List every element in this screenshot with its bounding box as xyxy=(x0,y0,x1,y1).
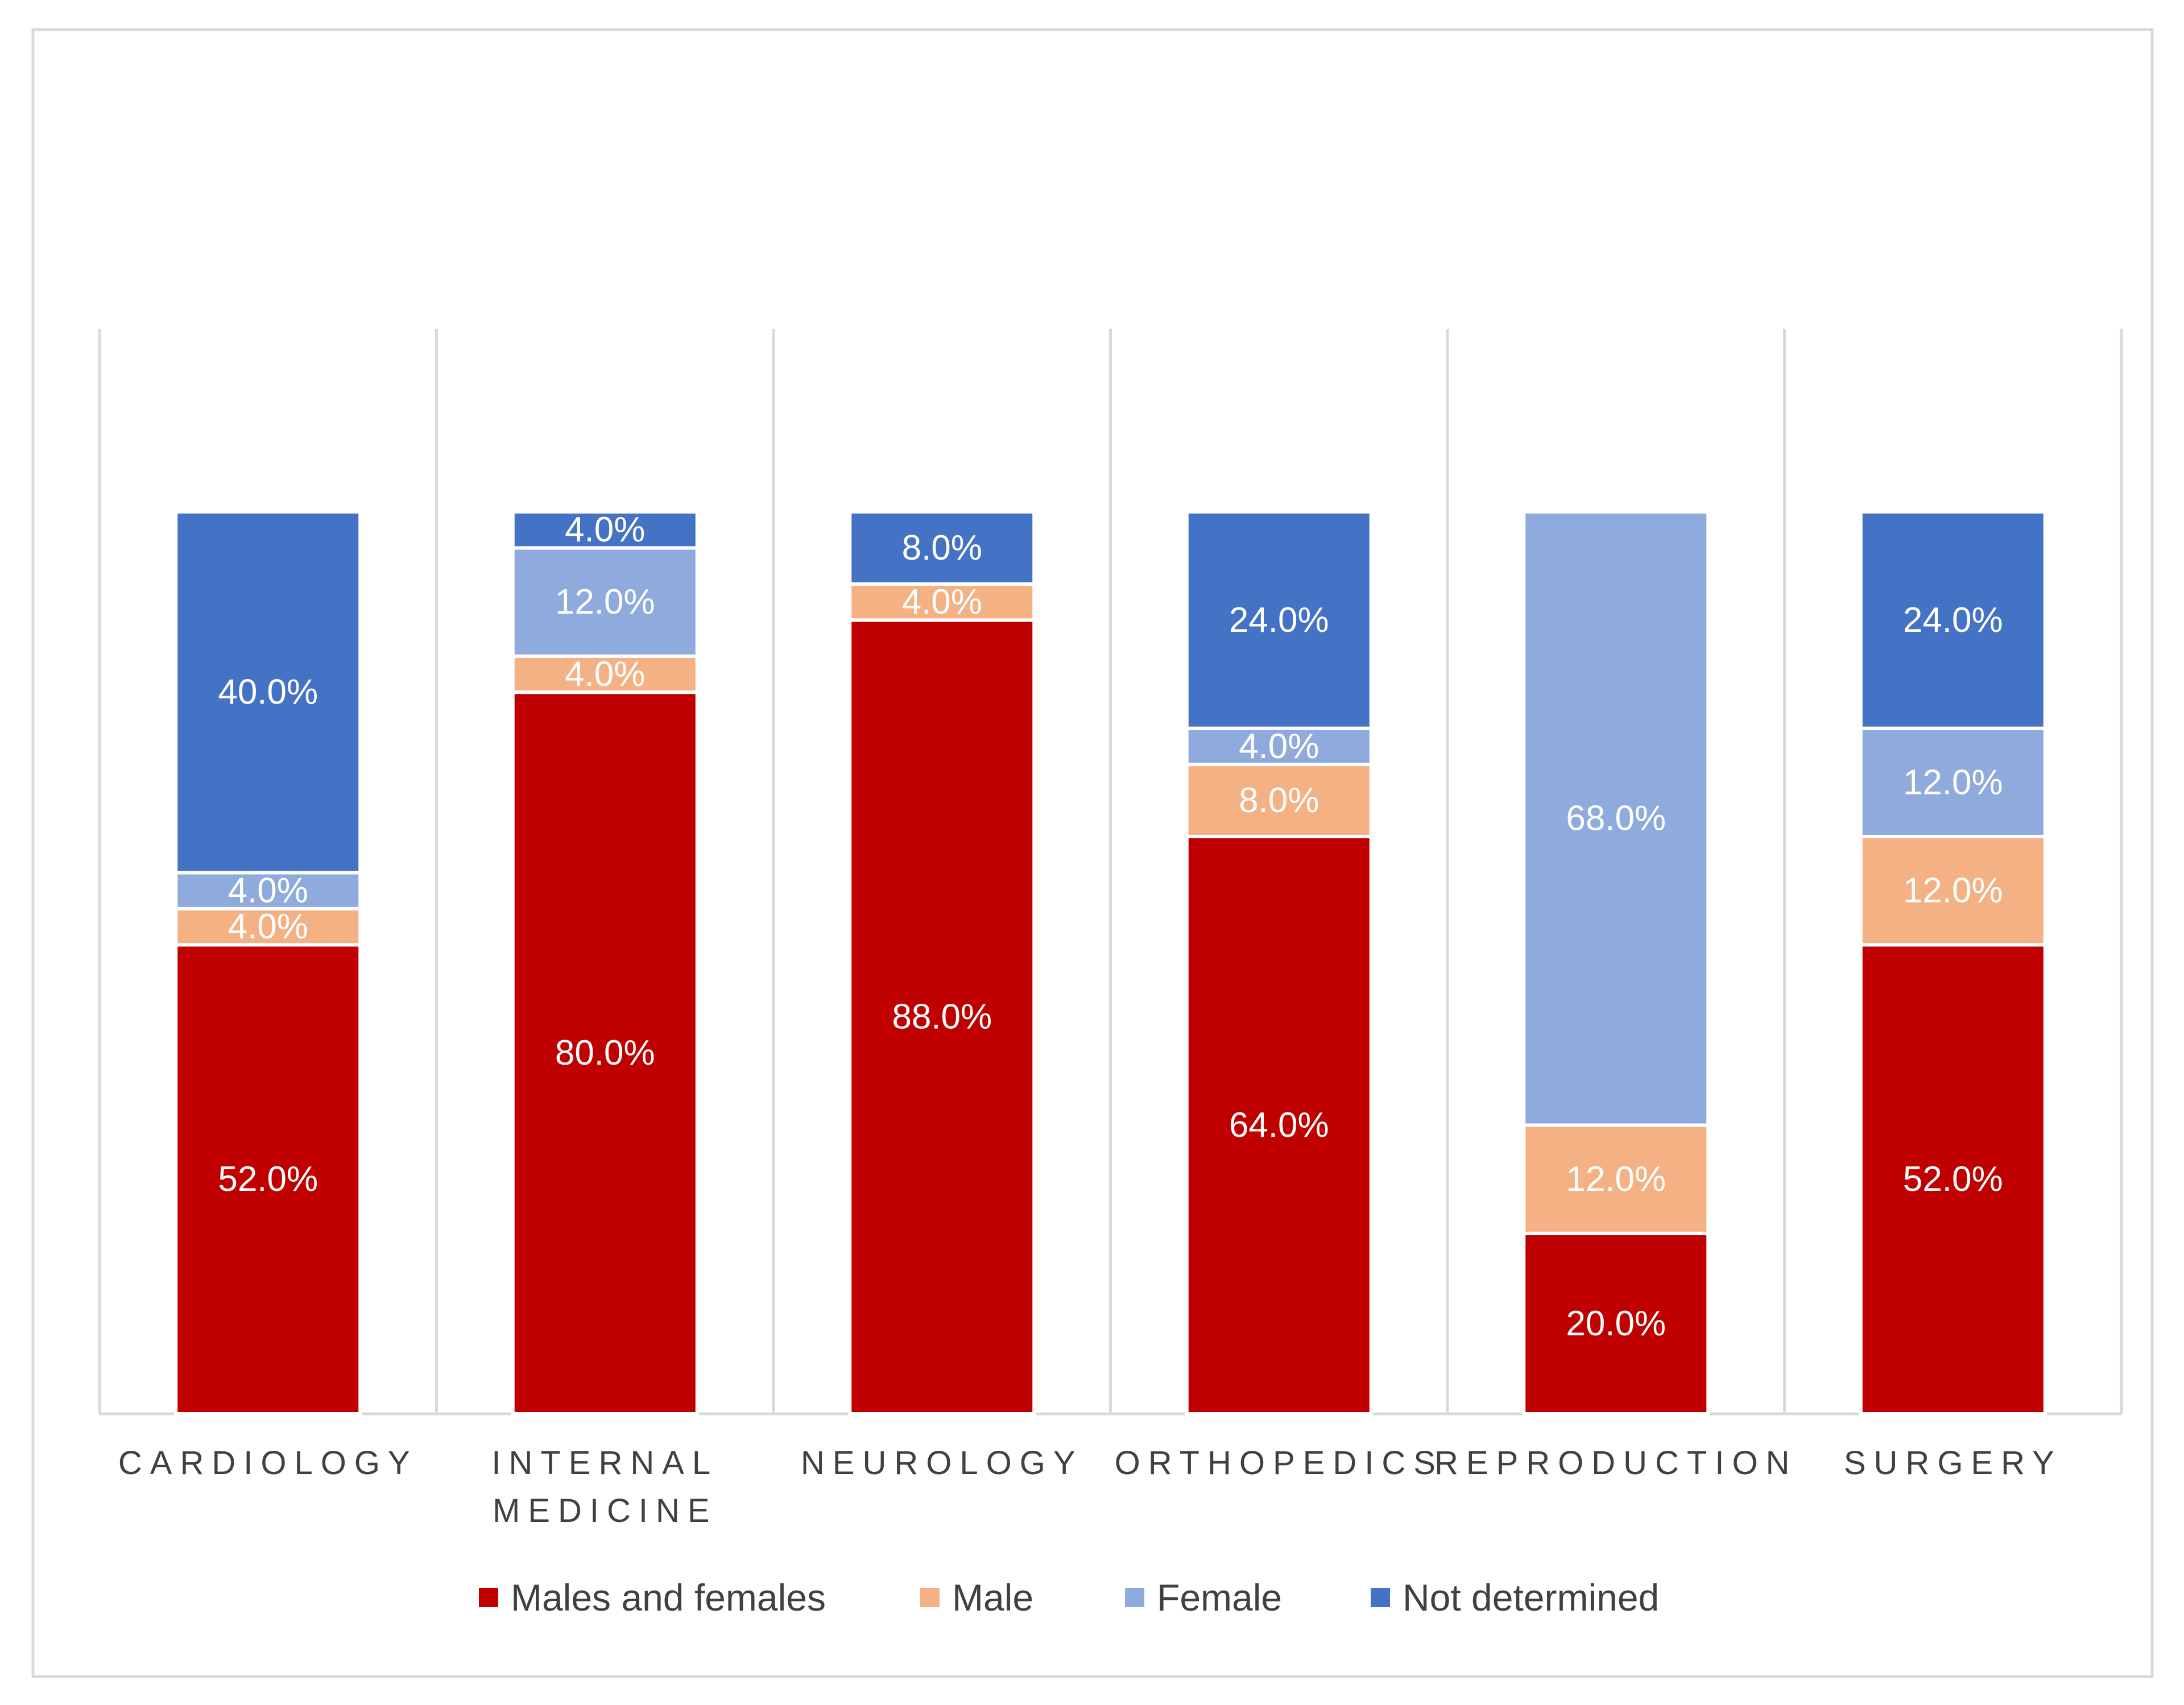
bar-segment xyxy=(511,690,699,1416)
data-label: 80.0% xyxy=(555,1033,655,1073)
bars: 52.0%4.0%4.0%40.0%80.0%4.0%12.0%4.0%88.0… xyxy=(174,510,2047,1416)
data-label: 4.0% xyxy=(228,871,308,911)
bar-segment xyxy=(174,510,362,875)
category-axis: CARDIOLOGY INTERNAL MEDICINE NEUROLOGY ORTHO… xyxy=(118,1445,2062,1529)
gridlines xyxy=(98,329,2123,1416)
legend-swatch xyxy=(1125,1588,1144,1607)
data-label: 8.0% xyxy=(902,528,982,568)
data-label: 8.0% xyxy=(1239,781,1319,820)
data-label: 64.0% xyxy=(1229,1106,1329,1145)
bar-segment xyxy=(848,618,1036,1416)
bar-segment xyxy=(848,582,1036,622)
bar-segment xyxy=(1522,1231,1710,1416)
data-label: 52.0% xyxy=(218,1160,318,1199)
data-label: 12.0% xyxy=(1566,1160,1666,1199)
data-label: 20.0% xyxy=(1566,1304,1666,1343)
bar-segment xyxy=(174,943,362,1416)
category-label: REPRODUCTION xyxy=(1434,1445,1797,1481)
legend-label: Males and females xyxy=(511,1576,826,1619)
bar-segment xyxy=(848,510,1036,586)
bar-segment xyxy=(511,654,699,694)
legend-swatch xyxy=(920,1588,940,1607)
bar-segment xyxy=(511,510,699,550)
legend-label: Male xyxy=(952,1576,1033,1619)
bar-segment xyxy=(1859,726,2047,838)
data-label: 4.0% xyxy=(565,510,645,549)
legend-swatch xyxy=(1371,1588,1390,1607)
data-label: 24.0% xyxy=(1903,601,2003,640)
data-label: 12.0% xyxy=(1903,763,2003,802)
bar-segment xyxy=(1185,763,1373,838)
legend: Males and females Male Female Not determine… xyxy=(479,1576,1659,1619)
data-label: 68.0% xyxy=(1566,799,1666,838)
category-label: CARDIOLOGY xyxy=(118,1445,418,1481)
data-label: 4.0% xyxy=(902,582,982,622)
data-label: 12.0% xyxy=(555,582,655,622)
legend-label: Female xyxy=(1157,1576,1282,1619)
bar-segment xyxy=(1185,834,1373,1416)
bar-segment xyxy=(1522,1123,1710,1235)
bar-segment xyxy=(1185,510,1373,730)
data-label: 52.0% xyxy=(1903,1160,2003,1199)
data-label: 4.0% xyxy=(228,907,308,946)
data-label: 4.0% xyxy=(565,655,645,694)
bar-segment xyxy=(1859,834,2047,947)
bar-segment xyxy=(1185,726,1373,767)
category-label: ORTHOPEDICS xyxy=(1115,1445,1443,1481)
category-label: SURGERY xyxy=(1844,1445,2062,1481)
data-label: 40.0% xyxy=(218,673,318,712)
data-label: 4.0% xyxy=(1239,727,1319,766)
data-label: 88.0% xyxy=(892,998,992,1037)
data-label: 24.0% xyxy=(1229,601,1329,640)
legend-swatch xyxy=(479,1588,498,1607)
chart-frame xyxy=(31,28,2154,1678)
bar-segment xyxy=(1859,943,2047,1416)
category-label: INTERNAL xyxy=(491,1445,718,1481)
bar-segment xyxy=(1859,510,2047,730)
category-label: NEUROLOGY xyxy=(801,1445,1083,1481)
data-label: 12.0% xyxy=(1903,871,2003,911)
category-label: MEDICINE xyxy=(493,1492,718,1529)
bar-segment xyxy=(174,907,362,947)
bar-segment xyxy=(174,871,362,911)
legend-label: Not determined xyxy=(1403,1576,1659,1619)
bar-segment xyxy=(1522,510,1710,1127)
